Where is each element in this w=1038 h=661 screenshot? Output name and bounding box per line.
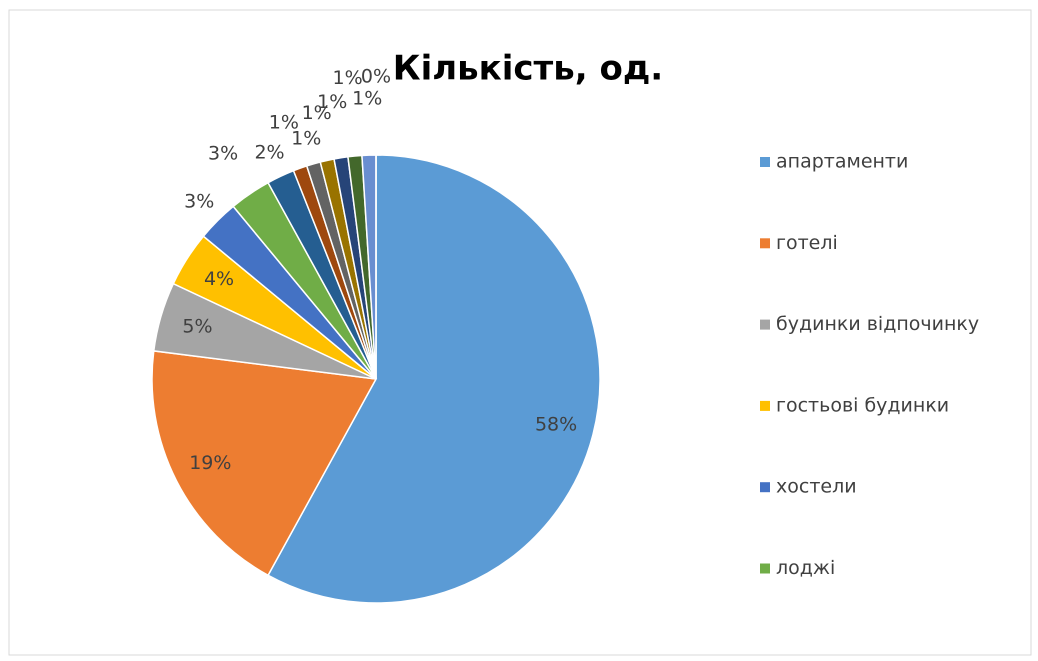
data-label: 1% [291, 127, 321, 149]
legend-label: гостьові будинки [776, 394, 949, 416]
data-label: 1% [317, 91, 347, 113]
legend-label: лоджі [776, 557, 835, 579]
data-label: 2% [254, 141, 284, 163]
data-label: 19% [189, 452, 231, 474]
legend-swatch [760, 563, 770, 574]
legend-swatch [760, 157, 770, 167]
legend-swatch [760, 482, 770, 493]
data-label: 0% [361, 66, 391, 88]
legend-swatch [760, 238, 770, 249]
legend-label: будинки відпочинку [776, 313, 979, 335]
data-label: 1% [352, 88, 382, 110]
legend-label: хостели [776, 476, 857, 498]
pie-slice [151, 350, 378, 577]
data-label: 3% [208, 143, 238, 165]
chart-title: Кількість, од. [393, 49, 663, 89]
data-label: 1% [333, 67, 363, 89]
legend-swatch [760, 400, 770, 411]
data-label: 3% [184, 191, 214, 213]
legend-label: готелі [776, 232, 838, 254]
data-label: 5% [182, 316, 212, 338]
data-label: 4% [204, 268, 234, 290]
data-label: 1% [269, 112, 299, 134]
data-label: 58% [535, 414, 577, 436]
data-label: 1% [302, 102, 332, 124]
pie-slice [267, 154, 601, 604]
legend-swatch [760, 319, 770, 330]
legend-label: апартаменти [776, 151, 908, 173]
